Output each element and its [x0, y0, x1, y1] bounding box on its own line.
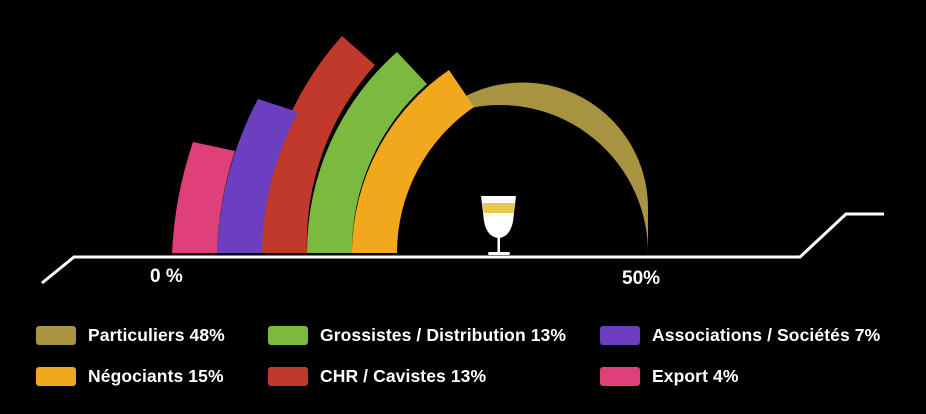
legend-swatch-associations — [600, 325, 640, 345]
legend-label-associations: Associations / Sociétés 7% — [652, 324, 881, 345]
arc-series — [172, 36, 648, 254]
legend-column-2: Grossistes / Distribution 13% CHR / Cavi… — [268, 318, 566, 400]
radial-bar-chart: 0 % 50% — [41, 36, 884, 289]
legend-label-particuliers: Particuliers 48% — [88, 324, 225, 345]
axis-tick-50: 50% — [622, 268, 661, 289]
chart-svg — [41, 36, 884, 285]
legend-swatch-particuliers — [36, 325, 76, 345]
legend-swatch-export — [600, 366, 640, 386]
axis-tick-0: 0 % — [150, 266, 183, 287]
legend-item: CHR / Cavistes 13% — [268, 359, 566, 393]
legend-swatch-chr-cavistes — [268, 366, 308, 386]
legend-column-1: Particuliers 48% Négociants 15% — [36, 318, 225, 400]
legend-item: Négociants 15% — [36, 359, 225, 393]
axis-baseline — [41, 212, 884, 285]
legend-label-chr-cavistes: CHR / Cavistes 13% — [320, 365, 487, 386]
chart-legend: Particuliers 48% Négociants 15% Grossist… — [0, 318, 926, 408]
legend-label-negociants: Négociants 15% — [88, 365, 224, 386]
legend-item: Grossistes / Distribution 13% — [268, 318, 566, 352]
arc-chr-cavistes — [261, 36, 375, 253]
wine-glass-icon — [481, 196, 516, 255]
legend-column-3: Associations / Sociétés 7% Export 4% — [600, 318, 880, 400]
legend-item: Export 4% — [600, 359, 880, 393]
arc-export — [172, 142, 235, 253]
legend-label-export: Export 4% — [652, 365, 739, 386]
arc-grossistes — [306, 52, 427, 253]
legend-swatch-grossistes — [268, 325, 308, 345]
legend-item: Particuliers 48% — [36, 318, 225, 352]
arc-associations — [217, 99, 298, 253]
legend-swatch-negociants — [36, 366, 76, 386]
legend-label-grossistes: Grossistes / Distribution 13% — [320, 324, 567, 345]
arc-negociants — [352, 70, 474, 253]
legend-item: Associations / Sociétés 7% — [600, 318, 880, 352]
